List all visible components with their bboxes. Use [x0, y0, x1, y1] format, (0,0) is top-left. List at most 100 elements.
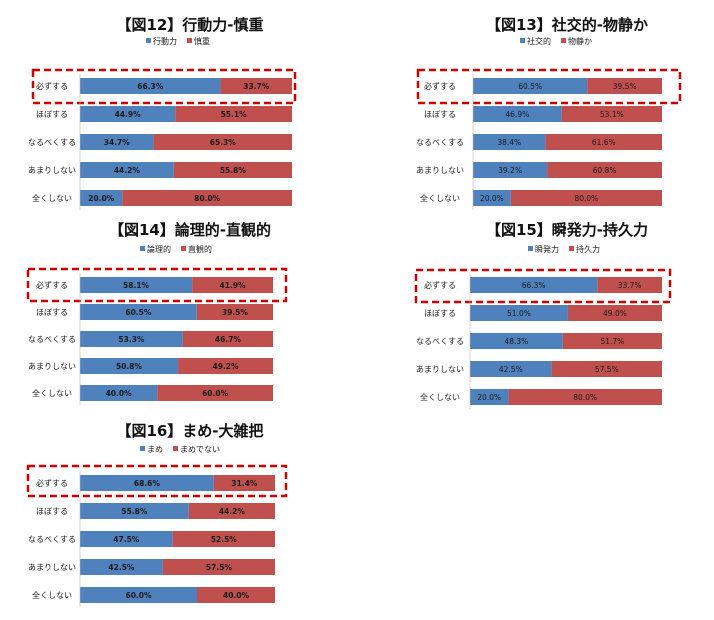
bar-segment	[213, 475, 275, 491]
category-label: 全くしない	[420, 392, 460, 402]
data-label: 20.0%	[477, 393, 501, 402]
data-label: 38.4%	[497, 138, 521, 147]
bar-segment	[173, 162, 292, 178]
bar-segment	[122, 190, 293, 206]
data-label: 58.1%	[123, 281, 150, 290]
data-label: 33.7%	[618, 281, 642, 290]
data-label: 42.5%	[499, 365, 523, 374]
legend-label: 慎重	[194, 36, 210, 46]
bar-segment	[562, 333, 662, 349]
bar-segment	[473, 134, 546, 150]
category-label: あまりしない	[416, 166, 464, 175]
category-label: 必ずする	[424, 280, 456, 290]
data-label: 60.8%	[593, 166, 617, 175]
legend-label: 論理的	[147, 244, 171, 254]
bar-segment	[162, 559, 275, 575]
bar-segment	[561, 106, 662, 122]
data-label: 53.3%	[118, 335, 145, 344]
legend-swatch	[520, 38, 525, 43]
category-label: あまりしない	[28, 563, 76, 572]
bar-segment	[80, 503, 189, 519]
category-label: 必ずする	[36, 81, 68, 91]
category-label: ほぼする	[36, 507, 68, 516]
category-label: なるべくする	[28, 335, 76, 344]
bar-segment	[157, 385, 273, 401]
category-label: なるべくする	[28, 138, 76, 147]
category-label: あまりしない	[28, 362, 76, 371]
bar-segment	[473, 162, 548, 178]
legend-swatch	[173, 446, 178, 451]
bar-segment	[547, 162, 662, 178]
data-label: 55.8%	[220, 166, 247, 175]
legend-swatch	[569, 246, 574, 251]
bar-segment	[80, 190, 123, 206]
bar-segment	[508, 389, 662, 405]
data-label: 39.5%	[613, 82, 637, 91]
bar-segment	[567, 305, 662, 321]
bar-segment	[196, 304, 273, 320]
legend-label: まめ	[147, 445, 163, 454]
category-label: 必ずする	[36, 280, 68, 290]
data-label: 47.5%	[113, 535, 140, 544]
bar-segment	[473, 190, 511, 206]
bar-segment	[192, 277, 273, 293]
legend-label: 物静か	[568, 36, 592, 46]
bar-segment	[470, 389, 509, 405]
data-label: 80.0%	[194, 194, 221, 203]
data-label: 50.8%	[116, 362, 143, 371]
data-label: 66.3%	[137, 82, 164, 91]
legend-swatch	[528, 246, 533, 251]
data-label: 48.3%	[504, 337, 528, 346]
category-label: 全くしない	[420, 193, 460, 203]
data-label: 20.0%	[480, 194, 504, 203]
data-label: 33.7%	[243, 82, 270, 91]
bar-segment	[80, 358, 179, 374]
data-label: 20.0%	[88, 194, 115, 203]
data-label: 39.5%	[222, 308, 249, 317]
data-label: 44.9%	[115, 110, 142, 119]
data-label: 46.7%	[215, 335, 242, 344]
data-label: 61.6%	[592, 138, 616, 147]
category-label: なるべくする	[416, 337, 464, 346]
data-label: 60.5%	[125, 308, 152, 317]
bar-segment	[80, 331, 183, 347]
bar-segment	[473, 106, 562, 122]
bar-segment	[197, 587, 275, 603]
category-label: ほぼする	[36, 308, 68, 317]
data-label: 65.3%	[210, 138, 237, 147]
category-label: 必ずする	[424, 81, 456, 91]
data-label: 34.7%	[104, 138, 131, 147]
bar-segment	[80, 385, 158, 401]
bar-segment	[172, 531, 275, 547]
legend-label: 瞬発力	[535, 244, 559, 254]
data-label: 68.6%	[134, 479, 161, 488]
chart-title: 【図13】社交的-物静か	[486, 16, 648, 34]
data-label: 40.0%	[223, 591, 250, 600]
bar-segment	[80, 78, 221, 94]
legend-label: 社交的	[527, 36, 551, 46]
data-label: 60.5%	[518, 82, 542, 91]
data-label: 57.5%	[206, 563, 233, 572]
bar-segment	[470, 305, 568, 321]
legend-label: 持久力	[576, 244, 600, 254]
bar-segment	[587, 78, 662, 94]
bar-segment	[545, 134, 662, 150]
category-label: あまりしない	[28, 166, 76, 175]
data-label: 60.0%	[202, 389, 229, 398]
bar-segment	[597, 277, 662, 293]
category-label: 全くしない	[32, 388, 72, 398]
legend-swatch	[146, 38, 151, 43]
chart-title: 【図12】行動力-慎重	[116, 16, 263, 34]
bar-segment	[80, 304, 197, 320]
category-label: なるべくする	[416, 138, 464, 147]
data-label: 57.5%	[595, 365, 619, 374]
legend-swatch	[187, 38, 192, 43]
bar-segment	[188, 503, 275, 519]
bar-segment	[470, 361, 552, 377]
data-label: 31.4%	[231, 479, 258, 488]
bar-segment	[80, 134, 154, 150]
